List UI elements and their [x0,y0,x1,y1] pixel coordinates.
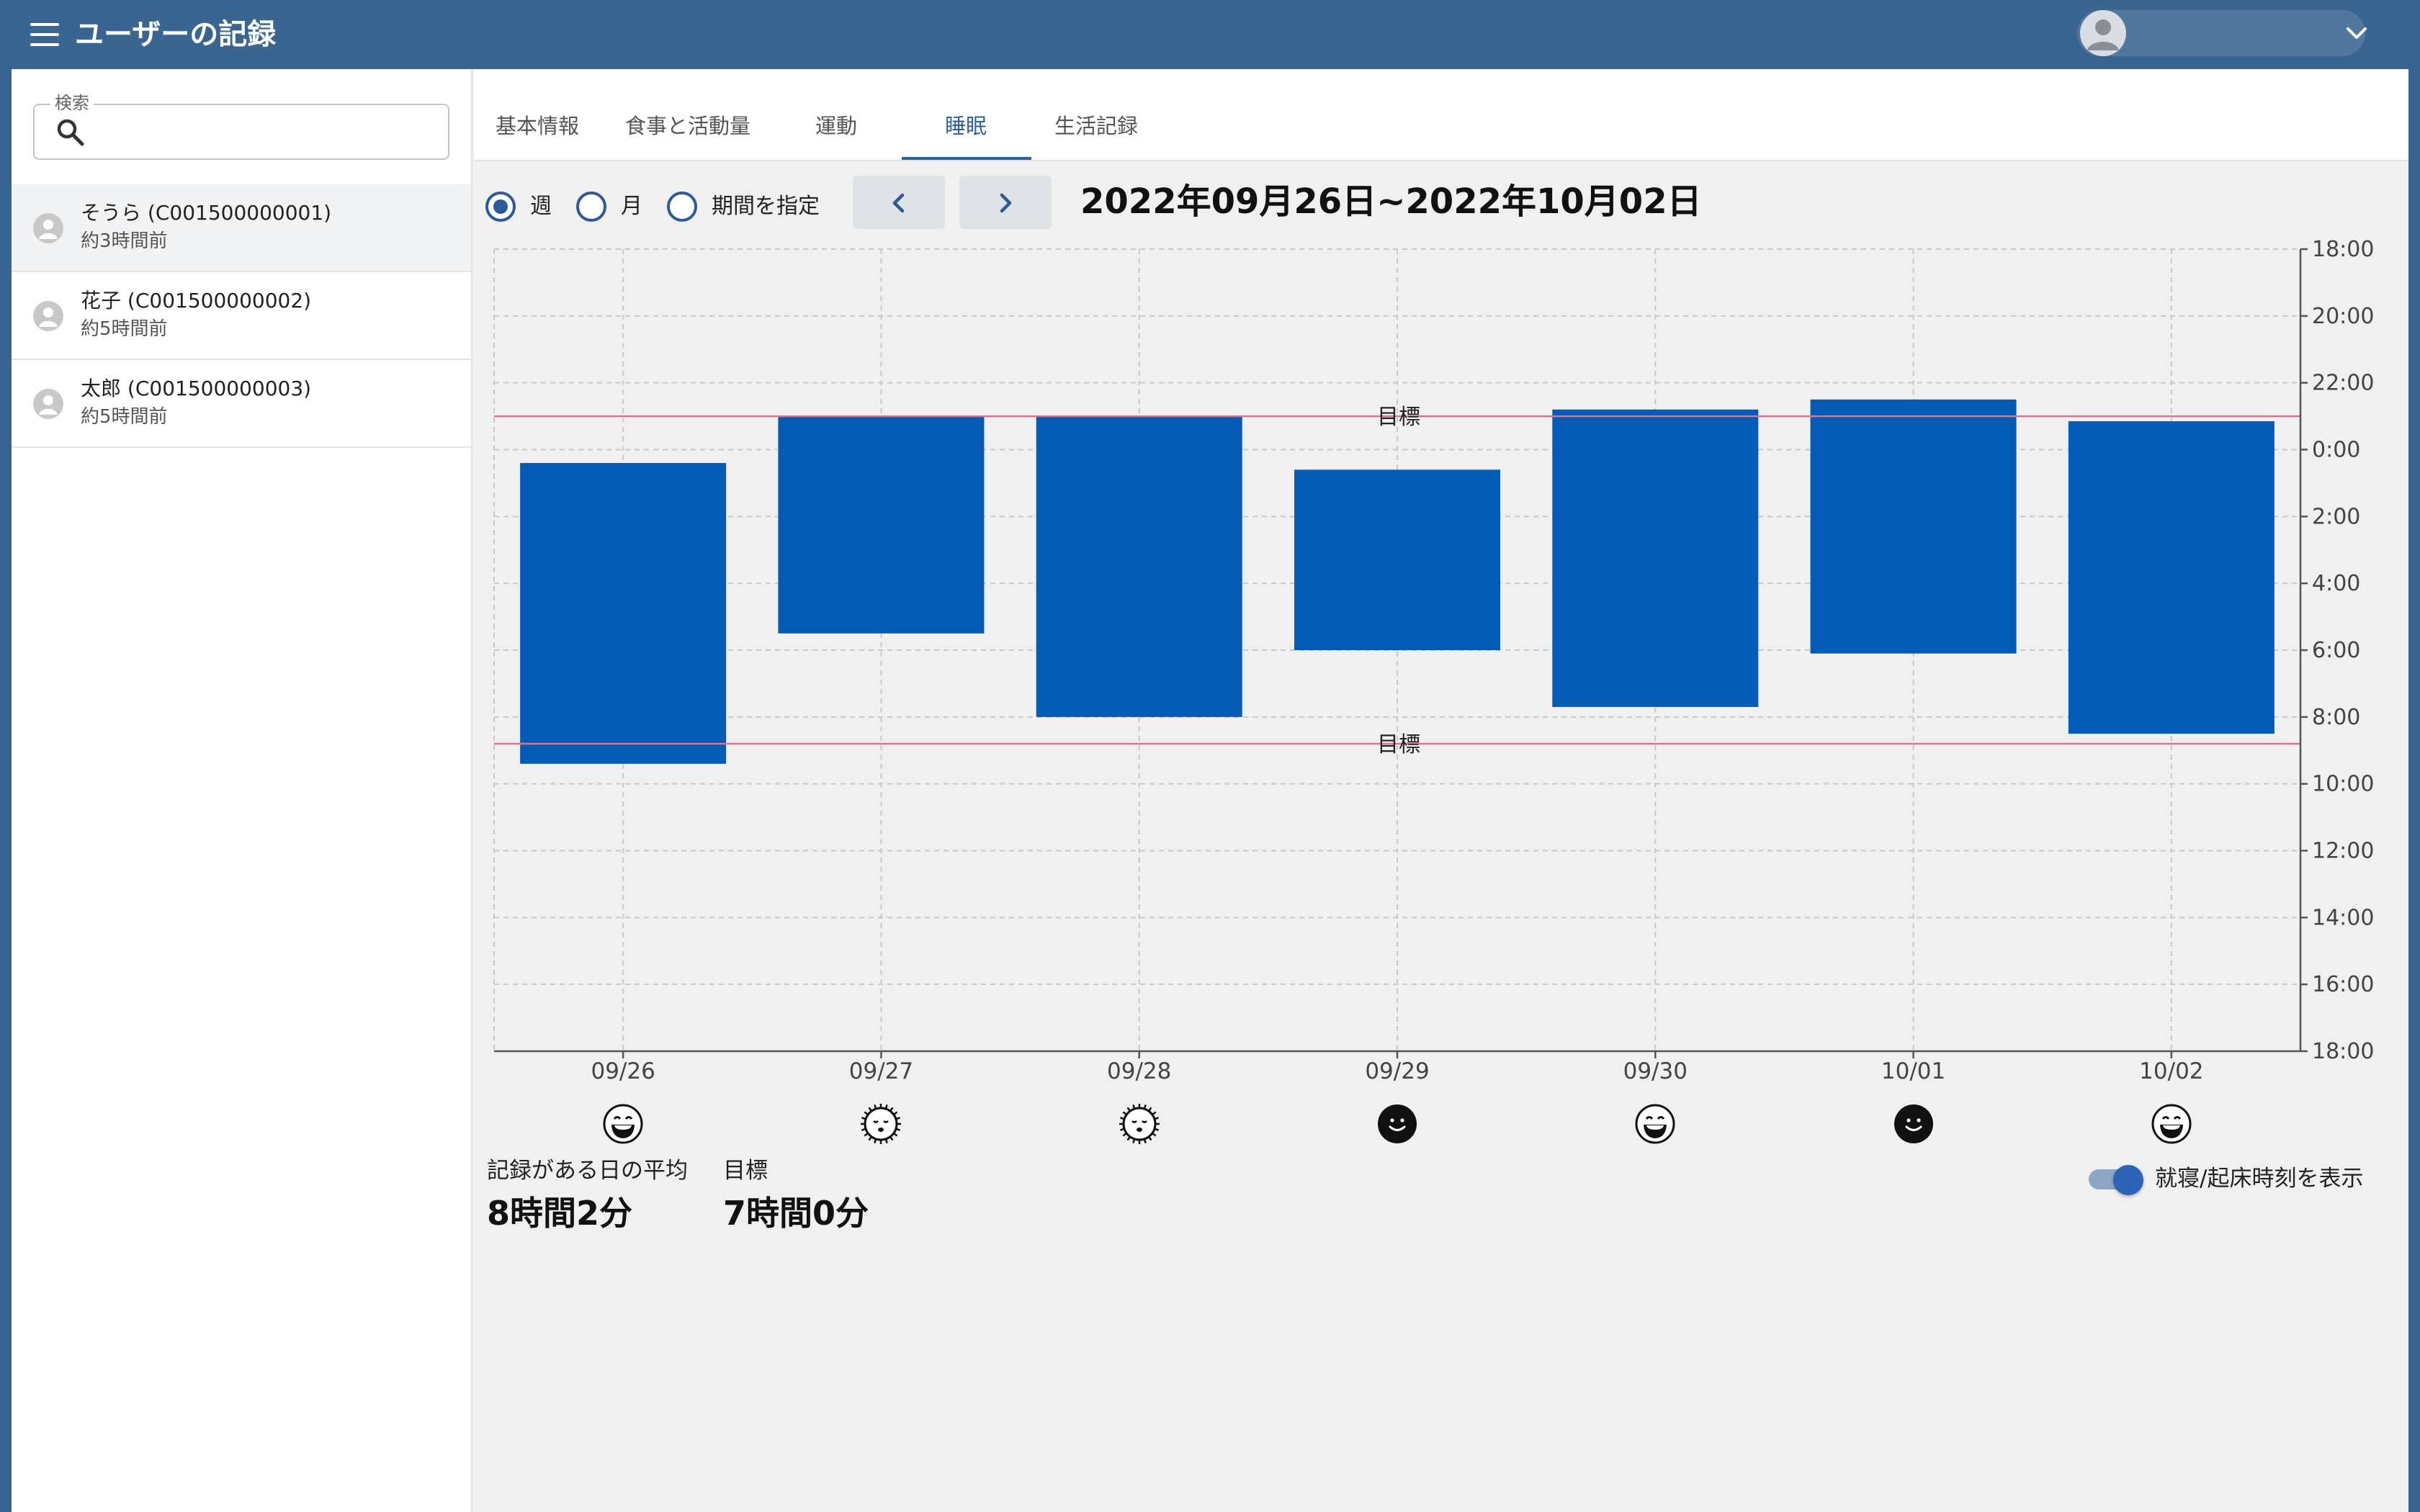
user-avatar-icon [33,301,63,331]
sleep-bar[interactable] [520,463,727,764]
y-tick-label: 8:00 [2312,705,2360,730]
search-input[interactable] [92,114,438,150]
y-tick-label: 22:00 [2312,371,2374,396]
goal-label: 目標 [723,1158,768,1184]
tab-sleep[interactable]: 睡眠 [945,114,987,138]
y-tick-label: 6:00 [2312,638,2360,663]
search-label: 検索 [50,92,94,114]
user-name: そうら (C001500000001) [81,201,332,225]
user-last-update: 約5時間前 [81,406,168,428]
prev-period-button[interactable] [853,176,945,229]
x-tick-label: 09/29 [1365,1058,1429,1084]
radio-month-label: 月 [621,194,642,219]
radio-custom-period-label: 期間を指定 [712,194,820,219]
user-name: 花子 (C001500000002) [81,289,312,312]
x-tick-label: 09/27 [849,1058,913,1084]
sleep-bar[interactable] [1294,469,1500,650]
x-tick-label: 09/26 [591,1058,655,1084]
y-tick-label: 14:00 [2312,905,2374,930]
y-tick-label: 0:00 [2312,438,2360,463]
laugh-icon [602,1103,644,1145]
search-icon [57,119,84,146]
sleep-bar[interactable] [778,416,985,634]
y-tick-label: 16:00 [2312,972,2374,997]
sleep-bar[interactable] [1552,409,1759,707]
chevron-down-icon[interactable] [2342,22,2371,45]
next-period-button[interactable] [959,176,1052,229]
y-tick-label: 4:00 [2312,571,2360,596]
sleep-bar[interactable] [1036,416,1242,717]
page-title: ユーザーの記録 [75,18,277,51]
smile-icon [1893,1103,1935,1145]
chevron-left-icon [892,193,905,213]
x-tick-label: 10/02 [2139,1058,2203,1084]
user-sidebar [12,69,472,1512]
goal-value: 7時間0分 [723,1194,869,1233]
radio-week[interactable] [485,192,516,222]
y-tick-label: 2:00 [2312,504,2360,529]
smile-icon [1376,1103,1418,1145]
sleepy-icon [860,1103,902,1145]
tab-life-record[interactable]: 生活記録 [1054,114,1139,138]
y-tick-label: 12:00 [2312,839,2374,864]
tab-exercise[interactable]: 運動 [815,114,858,138]
active-tab-indicator [902,157,1031,160]
sleepy-icon [1119,1103,1160,1145]
laugh-icon [2151,1103,2192,1145]
tab-basic-info[interactable]: 基本情報 [496,114,580,138]
tab-meal-activity[interactable]: 食事と活動量 [625,114,751,138]
user-last-update: 約5時間前 [81,318,168,340]
menu-icon[interactable] [30,23,59,46]
app-header [0,0,2420,69]
user-avatar-icon [33,389,63,419]
show-times-toggle-thumb[interactable] [2113,1165,2143,1195]
average-value: 8時間2分 [487,1194,633,1233]
radio-month[interactable] [576,192,606,222]
list-item[interactable]: 太郎 (C001500000003) 約5時間前 [12,360,471,448]
avatar-icon[interactable] [2080,10,2126,56]
list-item[interactable]: 花子 (C001500000002) 約5時間前 [12,272,471,360]
x-tick-label: 09/30 [1623,1058,1688,1084]
y-tick-label: 10:00 [2312,772,2374,797]
user-avatar-icon [33,213,63,243]
y-tick-label: 18:00 [2312,1039,2374,1064]
y-tick-label: 20:00 [2312,304,2374,329]
goal-line-label: 目標 [1377,405,1420,430]
list-item[interactable]: そうら (C001500000001) 約3時間前 [12,184,471,272]
x-tick-label: 10/01 [1881,1058,1945,1084]
laugh-icon [1634,1103,1676,1145]
user-name: 太郎 (C001500000003) [81,377,312,400]
sleep-bar[interactable] [1810,399,2017,654]
radio-week-label: 週 [530,194,552,219]
tab-bar [474,69,2408,161]
date-range-title: 2022年09月26日~2022年10月02日 [1080,181,1702,222]
radio-custom-period[interactable] [667,192,697,222]
sleep-bar[interactable] [2068,421,2275,734]
x-tick-label: 09/28 [1107,1058,1171,1084]
goal-line-label: 目標 [1377,732,1420,757]
average-label: 記録がある日の平均 [487,1158,688,1184]
y-tick-label: 18:00 [2312,237,2374,262]
show-times-toggle-label: 就寝/起床時刻を表示 [2155,1166,2364,1192]
user-last-update: 約3時間前 [81,230,168,252]
chevron-right-icon [1000,193,1012,213]
